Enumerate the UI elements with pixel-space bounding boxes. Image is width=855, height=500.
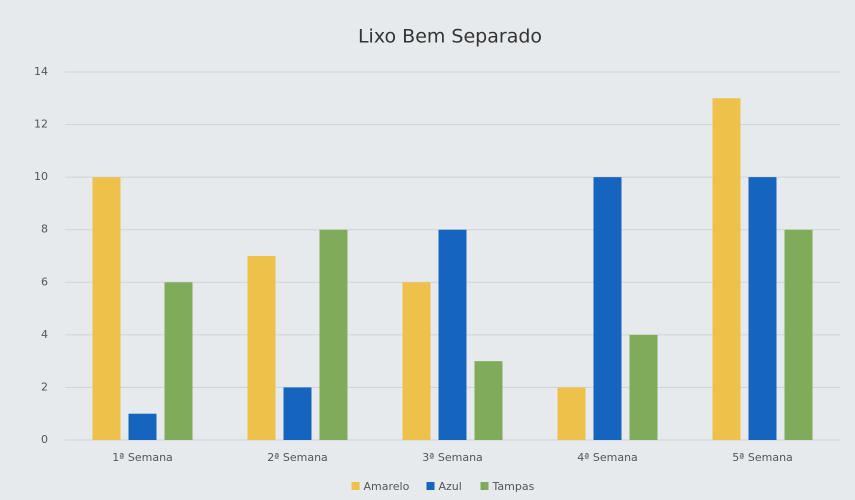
y-tick-label: 12: [34, 118, 48, 131]
chart-title: Lixo Bem Separado: [358, 26, 542, 48]
bar: [557, 387, 586, 440]
y-tick-label: 6: [41, 275, 48, 288]
x-tick-label: 5ª Semana: [732, 451, 793, 464]
bar: [712, 98, 741, 441]
bar: [164, 282, 193, 440]
bar: [748, 177, 777, 440]
legend-swatch: [351, 482, 360, 490]
y-tick-label: 8: [41, 223, 48, 236]
legend-label: Tampas: [492, 480, 535, 493]
bar: [319, 229, 348, 440]
y-tick-label: 10: [34, 170, 48, 183]
y-tick-label: 2: [41, 380, 48, 393]
bar: [92, 177, 121, 440]
bar: [402, 282, 431, 440]
bar: [784, 229, 813, 440]
y-tick-label: 14: [34, 65, 48, 78]
legend-swatch: [426, 482, 435, 490]
bar: [593, 177, 622, 440]
bar: [247, 256, 276, 440]
legend-swatch: [480, 482, 489, 490]
y-tick-label: 4: [41, 328, 48, 341]
bar: [128, 413, 157, 440]
bar: [474, 361, 503, 440]
legend-label: Amarelo: [364, 480, 410, 493]
bar: [438, 229, 467, 440]
x-tick-label: 2ª Semana: [267, 451, 328, 464]
x-tick-label: 3ª Semana: [422, 451, 483, 464]
x-tick-label: 1ª Semana: [112, 451, 173, 464]
x-tick-label: 4ª Semana: [577, 451, 638, 464]
bar: [283, 387, 312, 440]
y-tick-label: 0: [41, 433, 48, 446]
legend-label: Azul: [439, 480, 462, 493]
bar: [629, 334, 658, 440]
